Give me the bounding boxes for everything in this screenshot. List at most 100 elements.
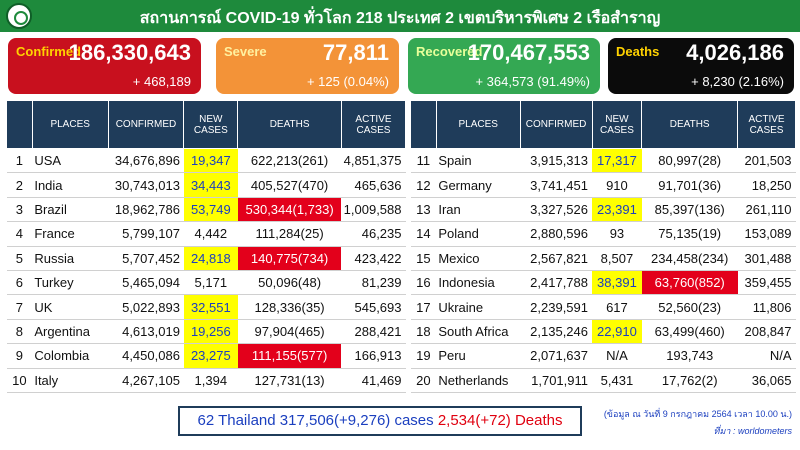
- thailand-summary: 62 Thailand 317,506(+9,276) cases 2,534(…: [178, 406, 582, 436]
- active-cases-cell: 545,693: [341, 294, 406, 320]
- confirmed-change: + 468,189: [132, 74, 191, 89]
- confirmed-cell: 2,417,788: [520, 270, 592, 296]
- table-row: 2 India 30,743,013 34,443 405,527(470) 465,63…: [6, 172, 406, 198]
- active-cases-cell: N/A: [737, 343, 796, 369]
- rank-cell: 2: [6, 172, 33, 198]
- active-header-line1: ACTIVE: [355, 113, 392, 125]
- recovered-change: + 364,573 (91.49%): [475, 74, 590, 89]
- table-row: 8 Argentina 4,613,019 19,256 97,904(465) 288,…: [6, 319, 406, 345]
- confirmed-cell: 4,450,086: [108, 343, 184, 369]
- rank-cell: 5: [6, 246, 33, 271]
- new-cases-cell: 32,551: [183, 294, 238, 320]
- place-cell: India: [32, 172, 109, 198]
- ministry-logo-icon: [6, 3, 32, 29]
- confirmed-label: Confirmed: [16, 44, 81, 59]
- recovered-value: 170,467,553: [467, 40, 590, 65]
- place-cell: Spain: [436, 148, 521, 174]
- confirmed-cell: 5,707,452: [108, 246, 184, 271]
- deaths-cell: 85,397(136): [641, 197, 738, 223]
- confirmed-card: Confirmed 186,330,643 + 468,189: [8, 38, 201, 94]
- place-cell: Italy: [32, 368, 109, 393]
- confirmed-cell: 5,465,094: [108, 270, 184, 296]
- active-cases-cell: 18,250: [737, 172, 796, 198]
- deaths-cell: 63,760(852): [641, 270, 738, 296]
- place-cell: Mexico: [436, 246, 521, 271]
- active-cases-cell: 41,469: [341, 368, 406, 393]
- deaths-cell: 97,904(465): [237, 319, 342, 345]
- severe-value: 77,811: [322, 40, 389, 65]
- new-cases-header-line2: CASES: [193, 124, 228, 136]
- deaths-cell: 50,096(48): [237, 270, 342, 296]
- table-row: 15 Mexico 2,567,821 8,507 234,458(234) 301,48…: [410, 246, 796, 271]
- place-cell: UK: [32, 294, 109, 320]
- confirmed-value: 186,330,643: [68, 40, 191, 65]
- table-body-left: 1 USA 34,676,896 19,347 622,213(261) 4,851,37…: [6, 148, 406, 393]
- rank-cell: 11: [410, 148, 437, 174]
- new-cases-cell: 93: [592, 221, 642, 247]
- new-cases-header: NEW CASES: [183, 100, 239, 149]
- active-cases-cell: 208,847: [737, 319, 796, 345]
- table-row: 20 Netherlands 1,701,911 5,431 17,762(2) 36,0…: [410, 368, 796, 393]
- deaths-value: 4,026,186: [686, 40, 784, 65]
- table-row: 13 Iran 3,327,526 23,391 85,397(136) 261,110: [410, 197, 796, 223]
- place-cell: Argentina: [32, 319, 109, 345]
- confirmed-cell: 30,743,013: [108, 172, 184, 198]
- table-body-right: 11 Spain 3,915,313 17,317 80,997(28) 201,503 1…: [410, 148, 796, 393]
- active-cases-cell: 166,913: [341, 343, 406, 369]
- deaths-cell: 111,155(577): [237, 343, 342, 369]
- active-cases-cell: 4,851,375: [341, 148, 406, 174]
- place-cell: Germany: [436, 172, 521, 198]
- active-cases-cell: 153,089: [737, 221, 796, 247]
- place-cell: Iran: [436, 197, 521, 223]
- countries-table-left: PLACES CONFIRMED NEW CASES DEATHS ACTIVE C…: [6, 100, 407, 393]
- confirmed-cell: 2,071,637: [520, 343, 592, 369]
- deaths-cell: 91,701(36): [641, 172, 738, 198]
- active-cases-cell: 201,503: [737, 148, 796, 174]
- deaths-card: Deaths 4,026,186 + 8,230 (2.16%): [608, 38, 794, 94]
- deaths-cell: 193,743: [641, 343, 738, 369]
- place-cell: Netherlands: [436, 368, 521, 393]
- place-cell: Poland: [436, 221, 521, 247]
- rank-cell: 7: [6, 294, 33, 320]
- table-row: 17 Ukraine 2,239,591 617 52,560(23) 11,806: [410, 294, 796, 320]
- active-header-line2: CASES: [356, 124, 391, 136]
- table-header-row: PLACES CONFIRMED NEW CASES DEATHS ACTIVE C…: [6, 100, 407, 149]
- confirmed-cell: 3,915,313: [520, 148, 592, 174]
- countries-table-right: PLACES CONFIRMED NEW CASES DEATHS ACTIVE C…: [410, 100, 796, 393]
- deaths-cell: 75,135(19): [641, 221, 738, 247]
- deaths-cell: 405,527(470): [237, 172, 342, 198]
- new-cases-cell: 617: [592, 294, 642, 320]
- page-title: สถานการณ์ COVID-19 ทั่วโลก 218 ประเทศ 2 …: [139, 10, 661, 27]
- table-row: 16 Indonesia 2,417,788 38,391 63,760(852) 359…: [410, 270, 796, 296]
- rank-cell: 16: [410, 270, 437, 296]
- active-cases-cell: 1,009,588: [341, 197, 406, 223]
- table-row: 5 Russia 5,707,452 24,818 140,775(734) 423,42…: [6, 246, 406, 271]
- active-cases-cell: 46,235: [341, 221, 406, 247]
- table-row: 14 Poland 2,880,596 93 75,135(19) 153,089: [410, 221, 796, 247]
- confirmed-header: CONFIRMED: [519, 100, 593, 149]
- table-row: 12 Germany 3,741,451 910 91,701(36) 18,250: [410, 172, 796, 198]
- new-cases-header-line2: CASES: [599, 124, 634, 136]
- place-cell: Colombia: [32, 343, 109, 369]
- recovered-label: Recovered: [416, 44, 483, 59]
- places-header: PLACES: [31, 100, 109, 149]
- thailand-cases: 62 Thailand 317,506(+9,276) cases: [197, 412, 434, 429]
- active-cases-cell: 423,422: [341, 246, 406, 271]
- new-cases-cell: 23,275: [183, 343, 238, 369]
- rank-cell: 17: [410, 294, 437, 320]
- place-cell: Indonesia: [436, 270, 521, 296]
- source-note: ที่มา : worldometers: [713, 426, 792, 436]
- table-row: 4 France 5,799,107 4,442 111,284(25) 46,235: [6, 221, 406, 247]
- table-row: 19 Peru 2,071,637 N/A 193,743 N/A: [410, 343, 796, 369]
- rank-cell: 15: [410, 246, 437, 271]
- new-cases-cell: N/A: [592, 343, 642, 369]
- place-cell: Russia: [32, 246, 109, 271]
- new-cases-cell: 910: [592, 172, 642, 198]
- confirmed-cell: 3,327,526: [520, 197, 592, 223]
- deaths-cell: 80,997(28): [641, 148, 738, 174]
- new-cases-cell: 8,507: [592, 246, 642, 271]
- confirmed-header: CONFIRMED: [107, 100, 185, 149]
- table-row: 3 Brazil 18,962,786 53,749 530,344(1,733) 1,0…: [6, 197, 406, 223]
- confirmed-cell: 1,701,911: [520, 368, 592, 393]
- confirmed-cell: 2,567,821: [520, 246, 592, 271]
